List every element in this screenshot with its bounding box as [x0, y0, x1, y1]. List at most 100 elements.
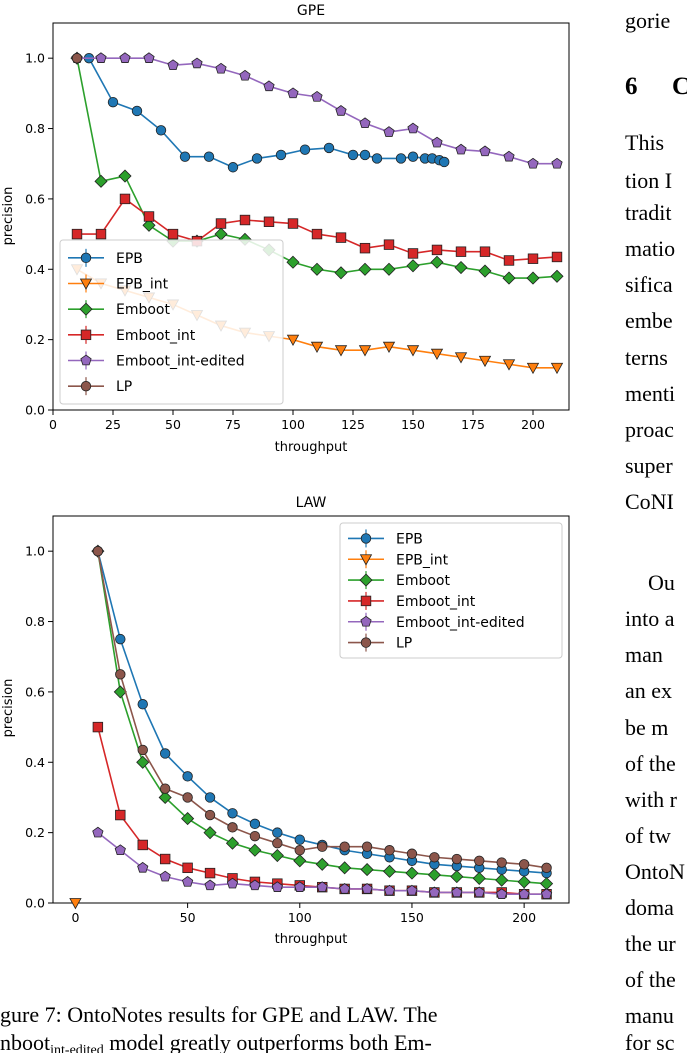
gpe-x-tick-label: 200	[521, 417, 545, 432]
gpe-series-emboot-int-edited	[71, 52, 563, 169]
gpe-point-epb	[299, 144, 311, 155]
law-point-lp	[317, 841, 328, 852]
gpe-point-emboot-int-edited	[143, 52, 155, 63]
gpe-point-epb-int	[310, 341, 324, 354]
caption-line-2-suffix: model greatly outperforms both Em-	[104, 1030, 432, 1053]
gpe-point-epb	[323, 142, 335, 154]
law-point-emboot-int-edited	[92, 826, 104, 838]
gpe-point-emboot	[526, 271, 540, 285]
law-series-group	[69, 544, 554, 910]
gpe-legend-label: EPB_int	[116, 277, 169, 293]
gpe-point-epb	[275, 149, 287, 161]
law-point-emboot-int-edited	[249, 879, 261, 891]
gpe-point-epb	[203, 151, 215, 162]
law-point-emboot-int-edited	[518, 888, 530, 899]
gpe-line-epb	[77, 57, 445, 169]
law-point-epb-int	[69, 898, 82, 910]
law-point-emboot-int	[182, 862, 193, 874]
law-x-tick-label: 150	[400, 910, 424, 925]
law-point-emboot-int-edited	[294, 881, 306, 892]
law-point-emboot-int-edited	[383, 884, 396, 896]
right-column-line: This	[625, 130, 664, 155]
law-legend-marker-emboot-int-edited	[360, 615, 372, 627]
gpe-point-emboot-int	[287, 218, 299, 229]
law-point-emboot	[495, 873, 509, 887]
gpe-point-emboot-int-edited	[479, 145, 491, 157]
gpe-legend-marker-emboot-int	[80, 329, 92, 341]
law-point-emboot	[405, 866, 419, 880]
law-x-tick-label: 50	[180, 910, 196, 925]
law-point-epb	[204, 792, 216, 803]
law-point-emboot-int-edited	[339, 883, 351, 894]
gpe-point-epb	[371, 153, 383, 164]
gpe-point-emboot-int	[311, 228, 323, 240]
law-point-emboot-int-edited	[473, 886, 485, 898]
gpe-x-tick-label: 150	[401, 417, 425, 432]
gpe-point-emboot-int-edited	[167, 59, 179, 70]
law-legend-box	[339, 522, 563, 659]
gpe-legend-box	[59, 239, 284, 405]
law-point-emboot-int-edited	[496, 888, 508, 899]
gpe-point-epb-int	[502, 359, 516, 371]
law-point-emboot-int	[137, 839, 148, 851]
gpe-x-tick-label: 0	[49, 417, 57, 432]
gpe-legend-marker-emboot-int-edited	[80, 354, 92, 366]
law-point-lp	[249, 830, 261, 842]
law-point-emboot	[360, 863, 374, 877]
right-column-line: matio	[625, 236, 675, 261]
law-point-emboot-int-edited	[428, 886, 441, 898]
gpe-x-tick-label: 125	[341, 417, 365, 432]
law-point-emboot-int-edited	[361, 883, 373, 894]
law-legend-marker-emboot-int	[360, 595, 372, 607]
law-point-emboot	[158, 790, 172, 805]
law-point-lp	[496, 857, 507, 868]
law-point-lp	[518, 859, 530, 870]
law-point-emboot	[450, 870, 464, 884]
right-column-line: of tw	[625, 823, 671, 848]
law-point-emboot	[382, 864, 397, 878]
right-column-line: doma	[625, 895, 674, 920]
right-column-line: be m	[625, 715, 668, 740]
gpe-point-epb-int	[526, 362, 540, 375]
gpe-point-epb	[251, 153, 263, 164]
gpe-point-emboot-int	[335, 232, 347, 243]
law-point-lp	[451, 853, 463, 865]
gpe-point-emboot	[214, 227, 228, 241]
law-point-lp	[204, 809, 216, 821]
right-column-line: sifica	[625, 272, 673, 297]
gpe-point-emboot-int-edited	[383, 126, 395, 137]
gpe-y-tick-label: 0.8	[25, 121, 45, 136]
gpe-point-emboot	[406, 259, 420, 273]
gpe-point-emboot	[430, 255, 444, 269]
gpe-legend-label: Emboot_int	[116, 328, 196, 344]
law-x-tick-label: 100	[288, 910, 312, 925]
right-column-line: gorie	[625, 8, 670, 33]
law-point-emboot	[472, 871, 486, 885]
right-column-line: of the	[625, 751, 676, 776]
law-point-lp	[115, 669, 126, 680]
law-point-emboot-int-edited	[451, 886, 463, 898]
right-column-line: embe	[625, 308, 673, 333]
gpe-point-emboot-int-edited	[239, 69, 251, 81]
law-series-emboot-int-edited	[92, 826, 553, 899]
gpe-point-emboot	[382, 262, 396, 276]
law-y-tick-label: 0.4	[25, 755, 45, 770]
gpe-point-epb	[179, 151, 191, 162]
gpe-point-epb-int	[430, 348, 444, 361]
gpe-legend-marker-emboot	[79, 302, 93, 316]
law-point-lp	[227, 822, 238, 833]
law-legend-label: EPB	[396, 531, 423, 547]
gpe-point-epb	[155, 125, 167, 136]
law-point-emboot	[270, 848, 284, 863]
gpe-point-emboot-int	[215, 218, 227, 229]
gpe-legend-label: Emboot_int-edited	[116, 354, 245, 370]
gpe-point-emboot-int-edited	[551, 157, 563, 169]
gpe-point-emboot-int	[239, 214, 251, 226]
law-y-tick-label: 0.6	[25, 684, 45, 699]
right-column-line: the ur	[625, 931, 676, 956]
law-axis-ticks: 0 50 100 150 200 0.0 0.2 0.4 0.6 0.8 1.0	[25, 544, 536, 925]
gpe-point-emboot	[454, 260, 468, 275]
law-legend-label: Emboot_int	[396, 594, 476, 610]
gpe-point-emboot-int	[71, 228, 83, 240]
